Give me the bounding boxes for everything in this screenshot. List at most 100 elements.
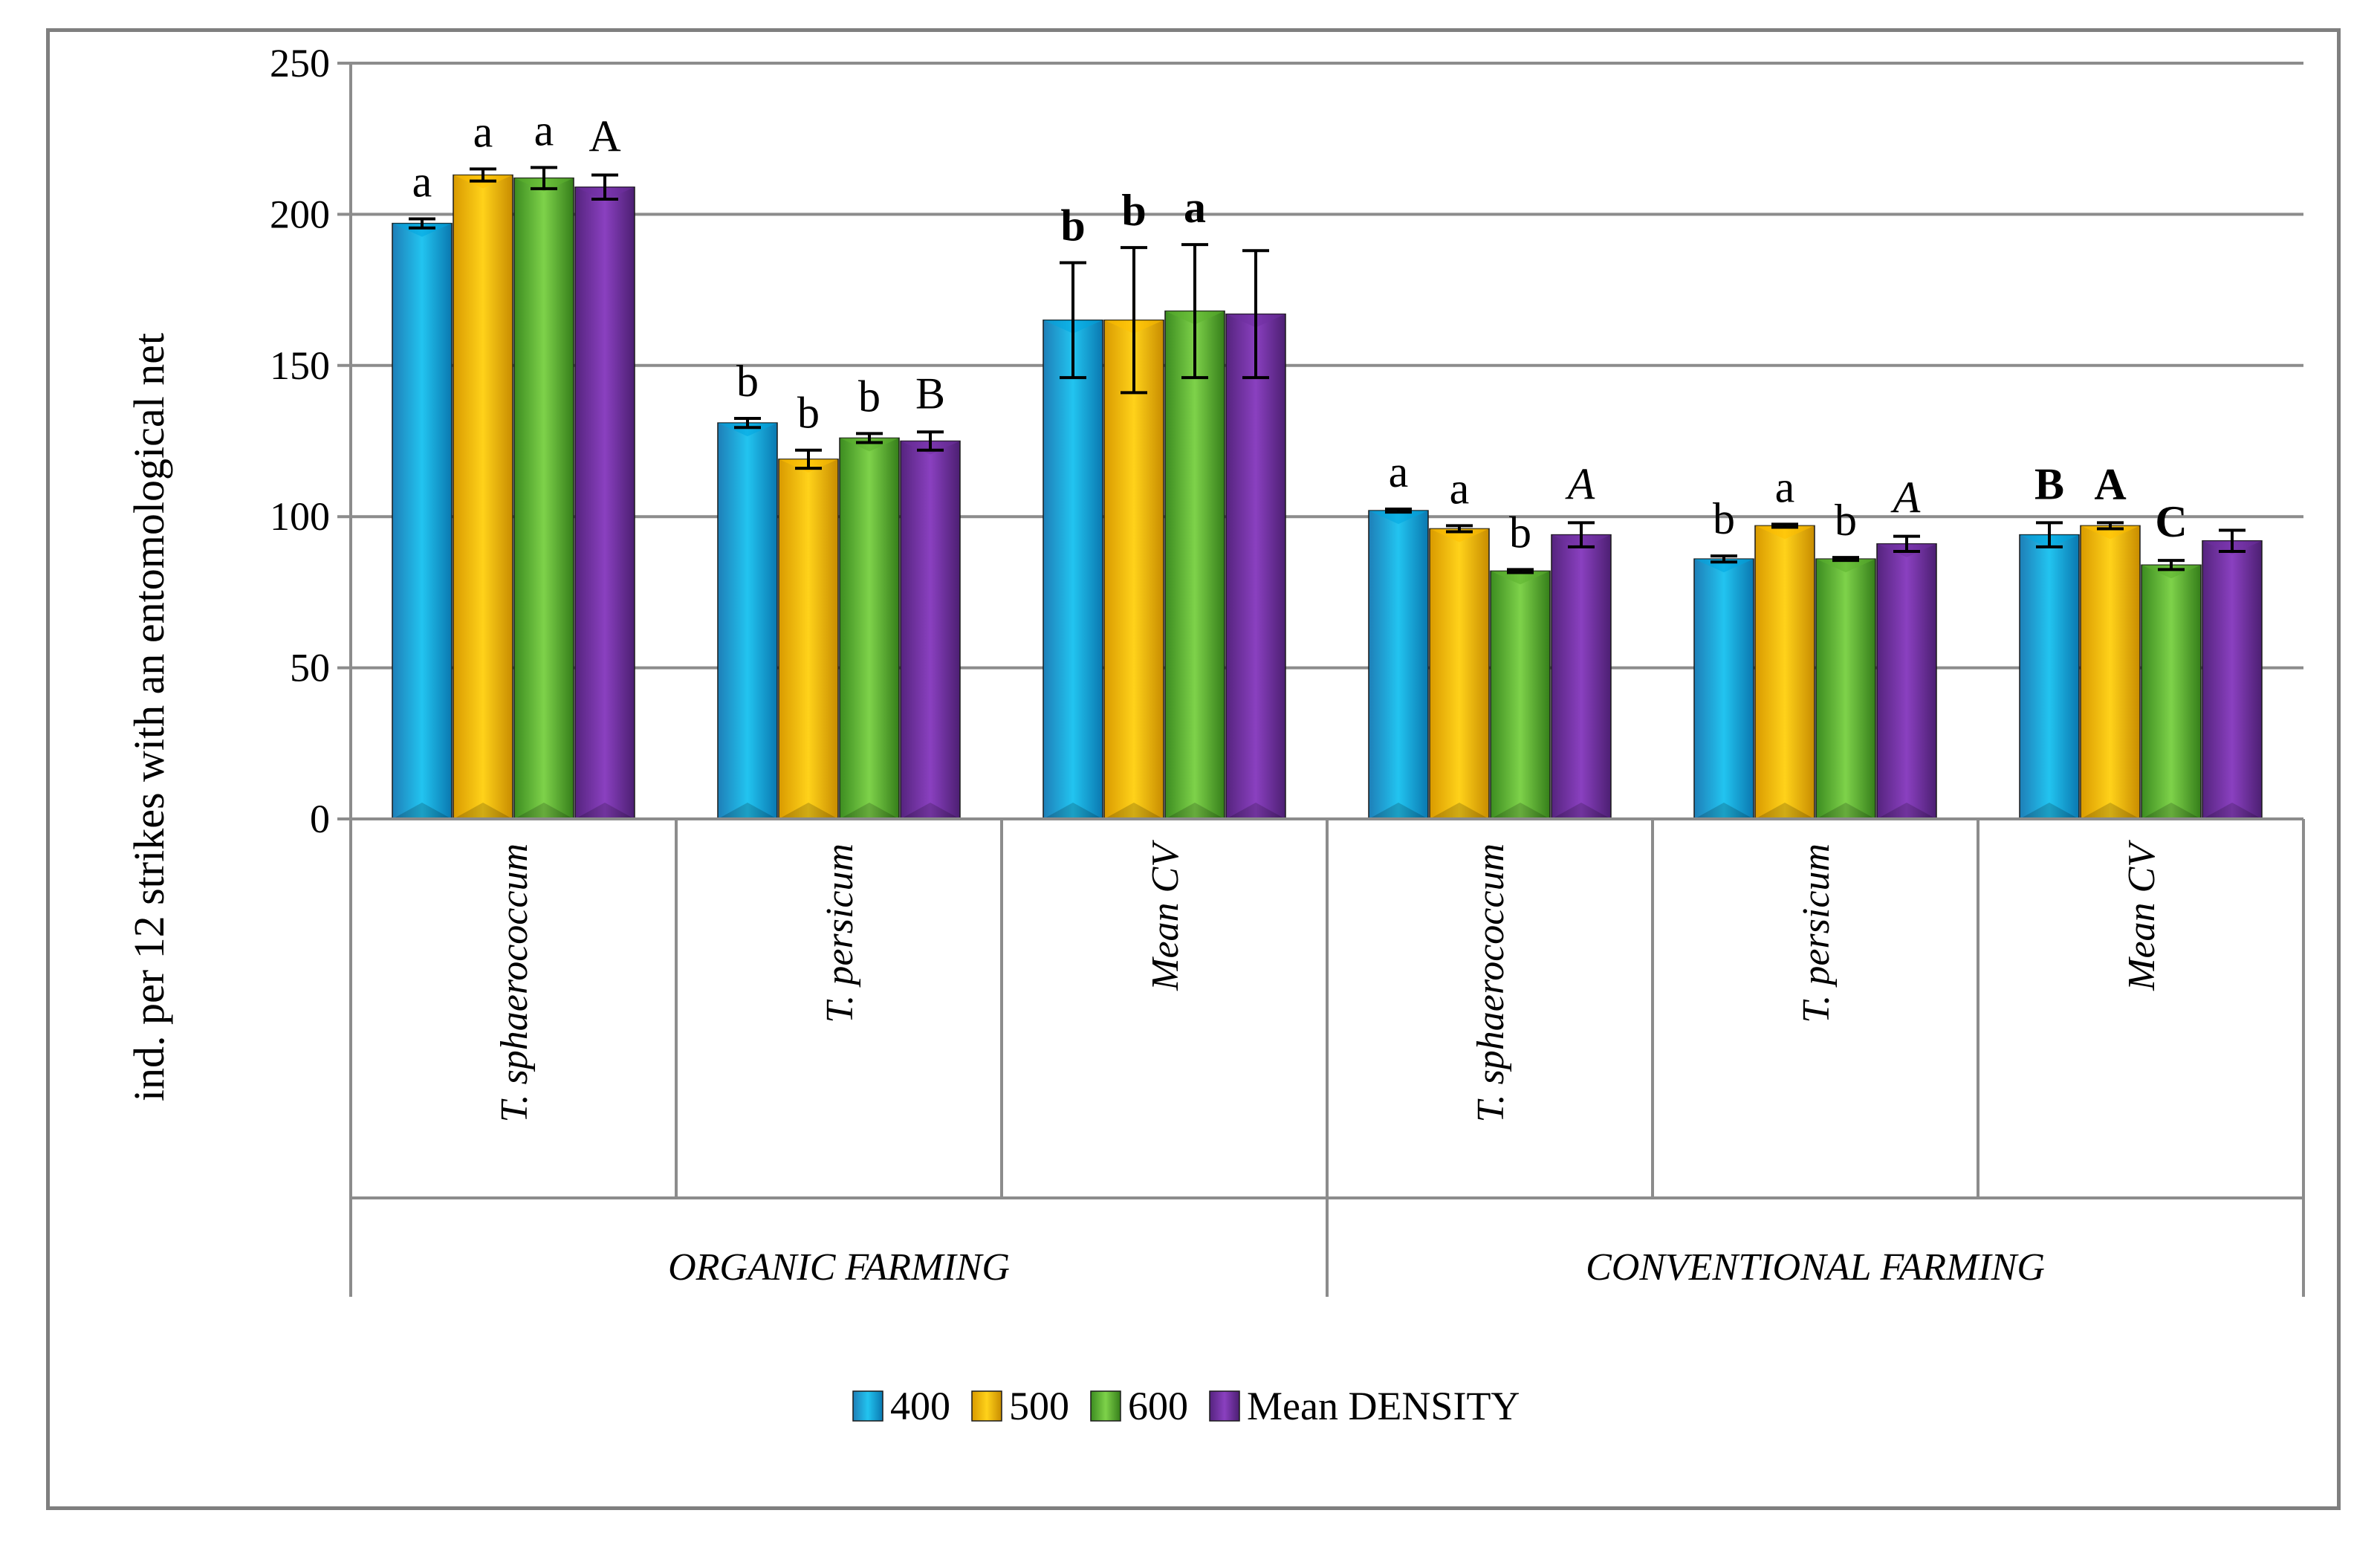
bar	[900, 440, 961, 820]
bar-bevel-bottom	[1491, 803, 1550, 819]
bar-bevel-bottom	[1430, 803, 1489, 819]
bar-bevel-bottom	[1816, 803, 1875, 819]
legend-label: 500	[1009, 1384, 1069, 1428]
significance-letter: C	[2155, 497, 2187, 546]
bar	[1368, 510, 1429, 820]
bar	[392, 222, 453, 820]
bar-bevel-top	[2081, 525, 2140, 540]
significance-letter: A	[2094, 459, 2126, 508]
significance-letter: B	[915, 369, 945, 418]
category-label: T. persicum	[1795, 843, 1838, 1023]
bar	[1693, 558, 1754, 820]
bar-bevel-bottom	[779, 803, 838, 819]
bar	[1103, 320, 1164, 820]
bar	[1164, 310, 1225, 820]
bar	[2141, 564, 2202, 820]
bar-bevel-bottom	[1755, 803, 1815, 819]
y-tick-label: 50	[290, 646, 330, 690]
significance-letter: a	[534, 106, 554, 155]
bar-bevel-bottom	[575, 803, 635, 819]
bar-bevel-bottom	[1877, 803, 1936, 819]
significance-letter: A	[588, 112, 620, 161]
y-tick-label: 100	[270, 494, 330, 539]
legend-swatch	[971, 1390, 1002, 1422]
bar-bevel-bottom	[840, 803, 899, 819]
bar	[2019, 534, 2080, 820]
y-tick-label: 200	[270, 192, 330, 236]
legend-label: Mean DENSITY	[1247, 1384, 1520, 1428]
labels: T. sphaerococcum T. persicum Mean CV T. sph…	[412, 106, 2188, 1289]
y-tick-label: 150	[270, 343, 330, 388]
bar-bevel-bottom	[1694, 803, 1754, 819]
y-tick-label: 0	[310, 797, 330, 841]
axes: 0 50 100 150 200 250	[270, 41, 2305, 1297]
bar-bevel-bottom	[392, 803, 452, 819]
bar-bevel-bottom	[1165, 803, 1225, 819]
bar-bevel-bottom	[1226, 803, 1285, 819]
bar-bevel-bottom	[2081, 803, 2140, 819]
bar-bevel-bottom	[1551, 803, 1611, 819]
bar-bevel-bottom	[453, 803, 513, 819]
bar	[717, 422, 778, 820]
significance-letter: b	[1060, 201, 1085, 250]
significance-letter: B	[2034, 459, 2064, 508]
bar	[574, 187, 635, 820]
bar	[1043, 320, 1103, 820]
significance-letter: b	[736, 357, 759, 406]
legend-swatch	[1090, 1390, 1121, 1422]
legend-swatch	[1209, 1390, 1240, 1422]
significance-letter: a	[473, 107, 493, 156]
group-label: ORGANIC FARMING	[668, 1246, 1010, 1289]
bar-bevel-bottom	[514, 803, 574, 819]
bar	[453, 174, 513, 820]
category-label: Mean CV	[2121, 840, 2163, 991]
legend-label: 600	[1128, 1384, 1188, 1428]
significance-letter: A	[1565, 459, 1595, 508]
bar-bevel-top	[1430, 528, 1489, 542]
bar	[1876, 543, 1937, 820]
bar-bevel-bottom	[1043, 803, 1103, 819]
significance-letter: b	[1509, 508, 1531, 557]
legend: 400 500 600 Mean DENSITY	[852, 1384, 1520, 1428]
bar	[778, 459, 839, 820]
bar-bevel-top	[2141, 565, 2201, 579]
bar-bevel-top	[392, 223, 452, 237]
bar-bevel-top	[718, 423, 777, 437]
bar	[1225, 313, 1286, 820]
bar-bevel-bottom	[2202, 803, 2262, 819]
bar-bevel-top	[1694, 559, 1754, 573]
legend-swatch	[852, 1390, 883, 1422]
bar-bevel-bottom	[718, 803, 777, 819]
group-label: CONVENTIONAL FARMING	[1586, 1246, 2045, 1289]
legend-label: 400	[890, 1384, 950, 1428]
category-label: T. sphaerococcum	[1470, 843, 1512, 1122]
category-label: Mean CV	[1144, 840, 1187, 991]
y-tick-label: 250	[270, 41, 330, 85]
significance-letter: a	[1775, 462, 1795, 511]
bar	[513, 177, 574, 820]
bar-bevel-top	[1491, 571, 1550, 585]
bar	[2202, 540, 2263, 820]
bar	[2080, 525, 2141, 820]
significance-letter: a	[412, 158, 432, 207]
bar	[1754, 525, 1815, 820]
significance-letter: b	[1713, 494, 1735, 543]
bars	[392, 166, 2263, 820]
significance-letter: a	[1184, 183, 1206, 232]
bar	[1490, 570, 1551, 820]
bar-bevel-bottom	[2020, 803, 2079, 819]
bar-bevel-top	[840, 438, 899, 452]
category-label: T. persicum	[819, 843, 861, 1023]
significance-letter: A	[1890, 473, 1921, 522]
bar-bevel-bottom	[2141, 803, 2201, 819]
bar-bevel-top	[1816, 559, 1875, 573]
bar-bevel-bottom	[901, 803, 960, 819]
bar-bevel-bottom	[1104, 803, 1164, 819]
significance-letter: b	[858, 372, 881, 421]
gridlines	[351, 62, 2303, 670]
bar-bevel-top	[1369, 511, 1428, 525]
category-label: T. sphaerococcum	[493, 843, 536, 1122]
bar-bevel-bottom	[1369, 803, 1428, 819]
significance-letter: b	[1121, 186, 1146, 235]
